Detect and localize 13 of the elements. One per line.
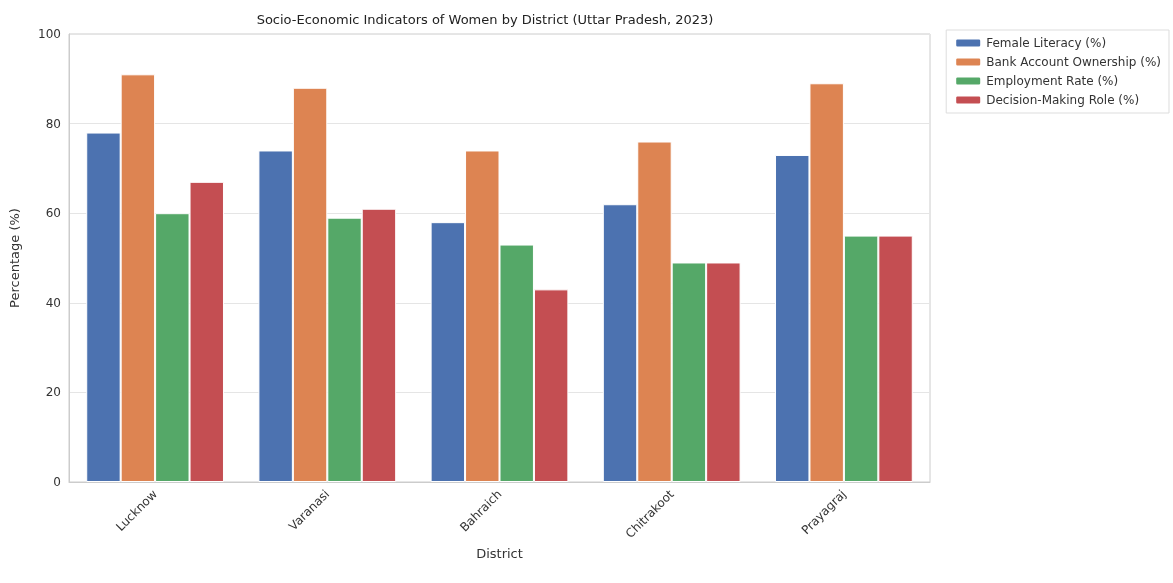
- y-tick-label: 0: [53, 475, 61, 489]
- y-tick-label: 20: [45, 385, 61, 400]
- y-axis-title: Percentage (%): [7, 208, 22, 308]
- x-axis-title: District: [476, 546, 523, 562]
- legend-label: Employment Rate (%): [986, 74, 1119, 88]
- y-tick-label: 100: [38, 27, 61, 41]
- legend-label: Bank Account Ownership (%): [986, 55, 1162, 69]
- legend-label: Decision-Making Role (%): [986, 93, 1140, 107]
- y-tick-label: 40: [45, 295, 61, 310]
- y-tick-label: 80: [45, 116, 61, 131]
- y-tick-label: 60: [45, 206, 61, 221]
- legend-label: Female Literacy (%): [986, 36, 1107, 50]
- chart-title: Socio-Economic Indicators of Women by District (Uttar Pradesh, 2023): [256, 12, 714, 27]
